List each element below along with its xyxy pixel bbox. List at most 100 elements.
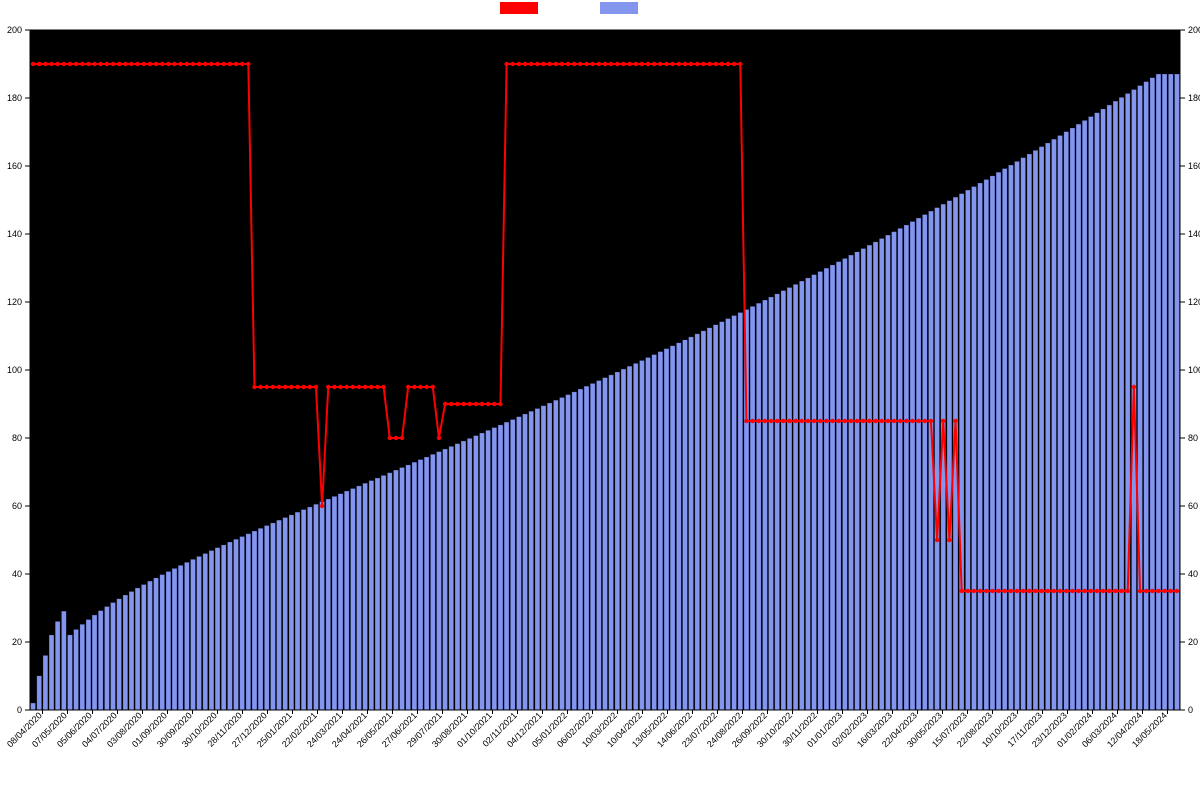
bar — [62, 611, 66, 710]
bar — [228, 542, 232, 710]
line-marker — [1175, 589, 1179, 593]
bar — [172, 569, 176, 710]
line-marker — [412, 385, 416, 389]
line-marker — [886, 419, 890, 423]
line-marker — [1033, 589, 1037, 593]
line-marker — [1113, 589, 1117, 593]
line-marker — [1162, 589, 1166, 593]
line-marker — [332, 385, 336, 389]
line-marker — [812, 419, 816, 423]
line-marker — [769, 419, 773, 423]
line-marker — [455, 402, 459, 406]
bar — [818, 272, 822, 710]
line-marker — [541, 62, 545, 66]
bar — [738, 313, 742, 710]
line-marker — [916, 419, 920, 423]
line-marker — [1089, 589, 1093, 593]
line-marker — [1119, 589, 1123, 593]
bar — [769, 297, 773, 710]
bar — [197, 557, 201, 710]
bar — [37, 676, 41, 710]
line-marker — [424, 385, 428, 389]
bar — [732, 316, 736, 710]
bar — [289, 515, 293, 710]
bar — [369, 481, 373, 710]
bar — [135, 588, 139, 710]
line-marker — [1156, 589, 1160, 593]
line-marker — [1169, 589, 1173, 593]
bar — [713, 325, 717, 710]
bar — [203, 554, 207, 710]
line-marker — [498, 402, 502, 406]
y-tick-label-right: 20 — [1188, 637, 1198, 647]
bar — [1027, 154, 1031, 710]
line-marker — [80, 62, 84, 66]
line-marker — [1046, 589, 1050, 593]
line-marker — [683, 62, 687, 66]
bar — [1113, 101, 1117, 710]
line-marker — [1009, 589, 1013, 593]
line-marker — [621, 62, 625, 66]
bar — [597, 381, 601, 710]
y-tick-label-right: 200 — [1188, 25, 1200, 35]
bar — [443, 449, 447, 710]
line-marker — [92, 62, 96, 66]
bar — [314, 504, 318, 710]
y-tick-label: 200 — [7, 25, 22, 35]
line-marker — [738, 62, 742, 66]
line-marker — [1132, 385, 1136, 389]
line-marker — [203, 62, 207, 66]
line-marker — [375, 385, 379, 389]
bar — [972, 187, 976, 710]
line-marker — [1150, 589, 1154, 593]
line-marker — [449, 402, 453, 406]
line-marker — [873, 419, 877, 423]
bar — [265, 526, 269, 710]
legend-swatch — [600, 2, 638, 14]
bar — [68, 635, 72, 710]
line-marker — [160, 62, 164, 66]
bar — [222, 545, 226, 710]
bar — [99, 611, 103, 710]
bar — [1033, 151, 1037, 710]
line-marker — [511, 62, 515, 66]
bar — [381, 476, 385, 710]
bar — [658, 352, 662, 710]
bar — [750, 307, 754, 710]
bar — [966, 190, 970, 710]
bar — [806, 278, 810, 710]
line-marker — [74, 62, 78, 66]
line-marker — [154, 62, 158, 66]
line-marker — [726, 62, 730, 66]
bar — [252, 531, 256, 710]
bar — [793, 285, 797, 710]
line-marker — [818, 419, 822, 423]
line-marker — [443, 402, 447, 406]
line-marker — [289, 385, 293, 389]
bar — [664, 349, 668, 710]
bar — [1162, 74, 1166, 710]
line-marker — [357, 385, 361, 389]
bar — [1089, 117, 1093, 710]
line-marker — [345, 385, 349, 389]
line-marker — [966, 589, 970, 593]
line-marker — [984, 589, 988, 593]
line-marker — [824, 419, 828, 423]
line-marker — [394, 436, 398, 440]
line-marker — [640, 62, 644, 66]
line-marker — [86, 62, 90, 66]
bar — [781, 291, 785, 710]
line-marker — [744, 419, 748, 423]
line-marker — [406, 385, 410, 389]
bar — [726, 319, 730, 710]
line-marker — [55, 62, 59, 66]
bar — [467, 439, 471, 710]
line-marker — [1027, 589, 1031, 593]
y-tick-label: 140 — [7, 229, 22, 239]
bar — [129, 592, 133, 710]
bar — [474, 436, 478, 710]
bar — [763, 300, 767, 710]
bar — [178, 566, 182, 710]
line-marker — [880, 419, 884, 423]
line-marker — [781, 419, 785, 423]
